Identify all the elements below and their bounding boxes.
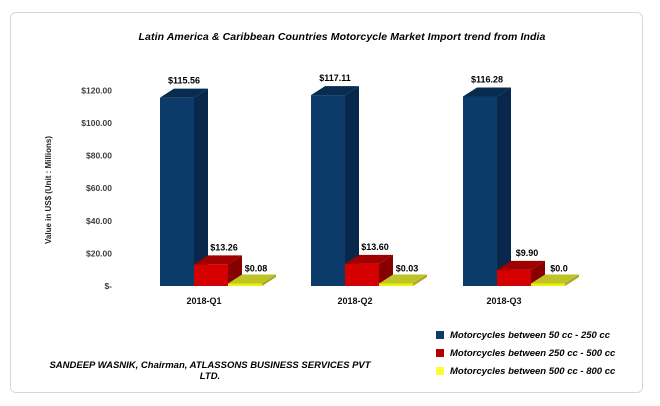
data-label: $9.90 [516, 248, 539, 258]
bar-side-face [413, 274, 427, 286]
y-tick-label: $20.00 [86, 248, 112, 258]
bar-top-face [497, 260, 545, 270]
bar-side-face [497, 87, 511, 287]
y-tick-label: $- [104, 281, 112, 291]
legend-item: Motorcycles between 500 cc - 800 cc [436, 362, 615, 380]
bar-side-face [531, 260, 545, 286]
data-label: $0.08 [245, 264, 268, 274]
x-category-label: 2018-Q2 [337, 296, 372, 306]
attribution-text: SANDEEP WASNIK, Chairman, ATLASSONS BUSI… [49, 360, 371, 382]
bar-front-face [497, 269, 531, 286]
bar-side-face [565, 274, 579, 286]
data-label: $13.60 [361, 242, 389, 252]
y-tick-label: $40.00 [86, 216, 112, 226]
bar-top-face [228, 274, 276, 284]
bar-side-face [262, 274, 276, 286]
data-label: $0.0 [550, 264, 568, 274]
legend-label: Motorcycles between 50 cc - 250 cc [450, 329, 610, 341]
data-label: $117.11 [319, 73, 351, 83]
bar-top-face [160, 88, 208, 98]
data-label: $116.28 [471, 74, 503, 84]
bar-front-face [311, 95, 345, 286]
legend-swatch [436, 331, 444, 339]
bar-front-face [194, 264, 228, 286]
x-category-label: 2018-Q1 [186, 296, 221, 306]
bar-top-face [311, 86, 359, 96]
y-tick-label: $80.00 [86, 151, 112, 161]
bar-front-face [531, 283, 565, 286]
data-label: $115.56 [168, 76, 200, 86]
y-tick-label: $100.00 [81, 118, 112, 128]
legend-swatch [436, 367, 444, 375]
bar-group: $116.28 $9.90 $0.0 2018-Q3 [463, 74, 579, 306]
x-category-label: 2018-Q3 [486, 296, 521, 306]
legend-item: Motorcycles between 50 cc - 250 cc [436, 326, 615, 344]
bar-top-face [345, 254, 393, 264]
legend-label: Motorcycles between 500 cc - 800 cc [450, 365, 616, 377]
bar-front-face [463, 96, 497, 287]
bar-side-face [194, 88, 208, 286]
bar-group: $117.11 $13.60 $0.03 2018-Q2 [311, 73, 427, 306]
data-label: $13.26 [210, 242, 238, 252]
legend-swatch [436, 349, 444, 357]
bar-group: $115.56 $13.26 $0.08 2018-Q1 [160, 76, 276, 306]
bar-front-face [228, 283, 262, 286]
bar-top-face [463, 87, 511, 97]
y-tick-label: $60.00 [86, 183, 112, 193]
data-label: $0.03 [396, 264, 419, 274]
bar-top-face [194, 255, 242, 265]
chart-title: Latin America & Caribbean Countries Moto… [138, 31, 546, 43]
legend-label: Motorcycles between 250 cc - 500 cc [450, 347, 616, 359]
bar-top-face [531, 274, 579, 284]
bar-front-face [160, 97, 194, 286]
legend: Motorcycles between 50 cc - 250 cc Motor… [436, 326, 615, 380]
bar-front-face [345, 263, 379, 286]
bar-top-face [379, 274, 427, 284]
bar-front-face [379, 283, 413, 286]
bar-side-face [345, 86, 359, 286]
y-axis-title: Value in US$ (Unit : Millions) [44, 136, 53, 244]
legend-item: Motorcycles between 250 cc - 500 cc [436, 344, 615, 362]
y-tick-label: $120.00 [81, 85, 112, 95]
